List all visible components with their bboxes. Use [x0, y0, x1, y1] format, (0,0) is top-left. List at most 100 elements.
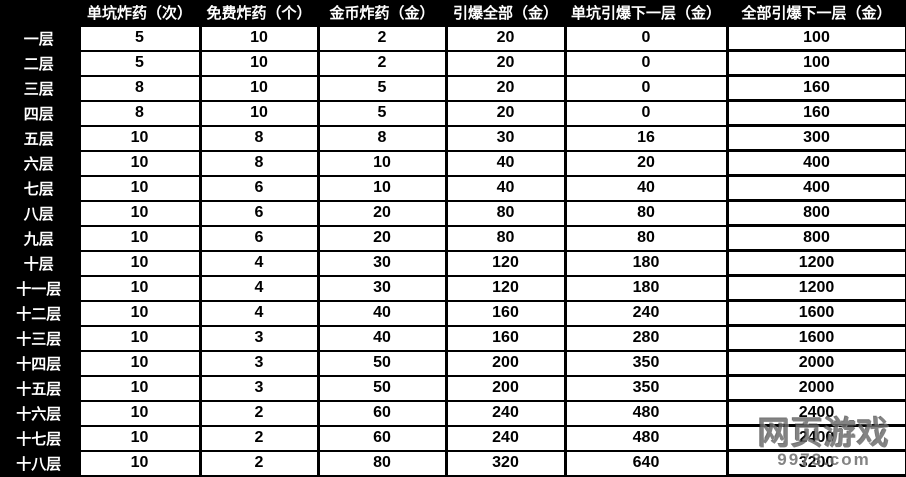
- table-cell: 4: [198, 274, 320, 302]
- table-cell: 320: [444, 449, 567, 477]
- table-cell: 20: [563, 149, 729, 177]
- row-label: 二层: [0, 50, 79, 76]
- table-cell: 300: [725, 124, 906, 152]
- table-cell: 8: [77, 99, 202, 127]
- table-cell: 10: [316, 149, 448, 177]
- table-cell: 200: [444, 349, 567, 377]
- table-cell: 8: [198, 124, 320, 152]
- table-cell: 40: [316, 299, 448, 327]
- table-cell: 60: [316, 424, 448, 452]
- row-label: 十三层: [0, 325, 79, 351]
- table-row: 十一层 10 4 30 120 180 1200: [0, 274, 906, 302]
- table-cell: 2: [198, 399, 320, 427]
- table-cell: 8: [316, 124, 448, 152]
- table-cell: 2000: [725, 374, 906, 402]
- table-cell: 10: [77, 424, 202, 452]
- column-header: 全部引爆下一层（金）: [727, 0, 906, 26]
- table-cell: 16: [563, 124, 729, 152]
- table-row: 十四层 10 3 50 200 350 2000: [0, 349, 906, 377]
- table-cell: 10: [77, 249, 202, 277]
- table-cell: 20: [444, 24, 567, 52]
- table-cell: 80: [563, 199, 729, 227]
- table-cell: 10: [77, 149, 202, 177]
- table-cell: 20: [444, 99, 567, 127]
- table-cell: 10: [198, 49, 320, 77]
- table-body: 一层 5 10 2 20 0 100 二层 5 10 2 20 0 100 三层 8 10 5 20 0 160 四层 8 1…: [0, 24, 906, 477]
- table-cell: 800: [725, 224, 906, 252]
- table-cell: 10: [198, 99, 320, 127]
- table-cell: 10: [77, 374, 202, 402]
- table-cell: 2400: [725, 424, 906, 452]
- table-cell: 350: [563, 374, 729, 402]
- table-cell: 10: [198, 74, 320, 102]
- table-cell: 2400: [725, 399, 906, 427]
- table-cell: 100: [725, 49, 906, 77]
- row-label: 十四层: [0, 350, 79, 376]
- table-cell: 10: [77, 124, 202, 152]
- table-row: 十六层 10 2 60 240 480 2400: [0, 399, 906, 427]
- row-label: 七层: [0, 175, 79, 201]
- table-cell: 6: [198, 224, 320, 252]
- row-label: 三层: [0, 75, 79, 101]
- row-label: 四层: [0, 100, 79, 126]
- row-label: 十六层: [0, 400, 79, 426]
- table-row: 六层 10 8 10 40 20 400: [0, 149, 906, 177]
- corner-cell: [0, 0, 79, 26]
- header-row: 单坑炸药（次） 免费炸药（个） 金币炸药（金） 引爆全部（金） 单坑引爆下一层（金） 全部…: [0, 0, 906, 26]
- table-cell: 30: [316, 274, 448, 302]
- table-cell: 2: [198, 424, 320, 452]
- row-label: 十层: [0, 250, 79, 276]
- table-cell: 10: [77, 199, 202, 227]
- table-cell: 10: [77, 324, 202, 352]
- table-cell: 80: [316, 449, 448, 477]
- table-row: 十五层 10 3 50 200 350 2000: [0, 374, 906, 402]
- table-cell: 240: [444, 399, 567, 427]
- table-cell: 480: [563, 424, 729, 452]
- table-cell: 180: [563, 249, 729, 277]
- column-header: 免费炸药（个）: [200, 0, 318, 26]
- table-cell: 3: [198, 324, 320, 352]
- table-cell: 30: [316, 249, 448, 277]
- table-row: 十八层 10 2 80 320 640 3200: [0, 449, 906, 477]
- column-header: 单坑引爆下一层（金）: [565, 0, 727, 26]
- table-cell: 8: [77, 74, 202, 102]
- table-row: 八层 10 6 20 80 80 800: [0, 199, 906, 227]
- column-header: 引爆全部（金）: [446, 0, 565, 26]
- row-label: 十二层: [0, 300, 79, 326]
- table-cell: 10: [77, 224, 202, 252]
- table-row: 九层 10 6 20 80 80 800: [0, 224, 906, 252]
- table-cell: 350: [563, 349, 729, 377]
- table-row: 十二层 10 4 40 160 240 1600: [0, 299, 906, 327]
- table-row: 四层 8 10 5 20 0 160: [0, 99, 906, 127]
- table-cell: 50: [316, 374, 448, 402]
- table-row: 十层 10 4 30 120 180 1200: [0, 249, 906, 277]
- table-row: 一层 5 10 2 20 0 100: [0, 24, 906, 52]
- row-label: 八层: [0, 200, 79, 226]
- table-cell: 5: [77, 49, 202, 77]
- table-cell: 5: [316, 99, 448, 127]
- table-cell: 5: [316, 74, 448, 102]
- table-cell: 0: [563, 24, 729, 52]
- table-cell: 2: [316, 49, 448, 77]
- table-cell: 80: [563, 224, 729, 252]
- table-cell: 400: [725, 149, 906, 177]
- table-cell: 160: [725, 74, 906, 102]
- table-cell: 2000: [725, 349, 906, 377]
- table-cell: 4: [198, 299, 320, 327]
- table-cell: 100: [725, 24, 906, 52]
- column-header: 金币炸药（金）: [318, 0, 446, 26]
- table-cell: 2: [198, 449, 320, 477]
- table-cell: 5: [77, 24, 202, 52]
- table-cell: 40: [444, 149, 567, 177]
- table-cell: 10: [77, 274, 202, 302]
- table-cell: 20: [444, 74, 567, 102]
- table-cell: 180: [563, 274, 729, 302]
- table-cell: 8: [198, 149, 320, 177]
- table-row: 三层 8 10 5 20 0 160: [0, 74, 906, 102]
- table-cell: 160: [725, 99, 906, 127]
- table-cell: 80: [444, 224, 567, 252]
- row-label: 一层: [0, 25, 79, 51]
- table-cell: 10: [198, 24, 320, 52]
